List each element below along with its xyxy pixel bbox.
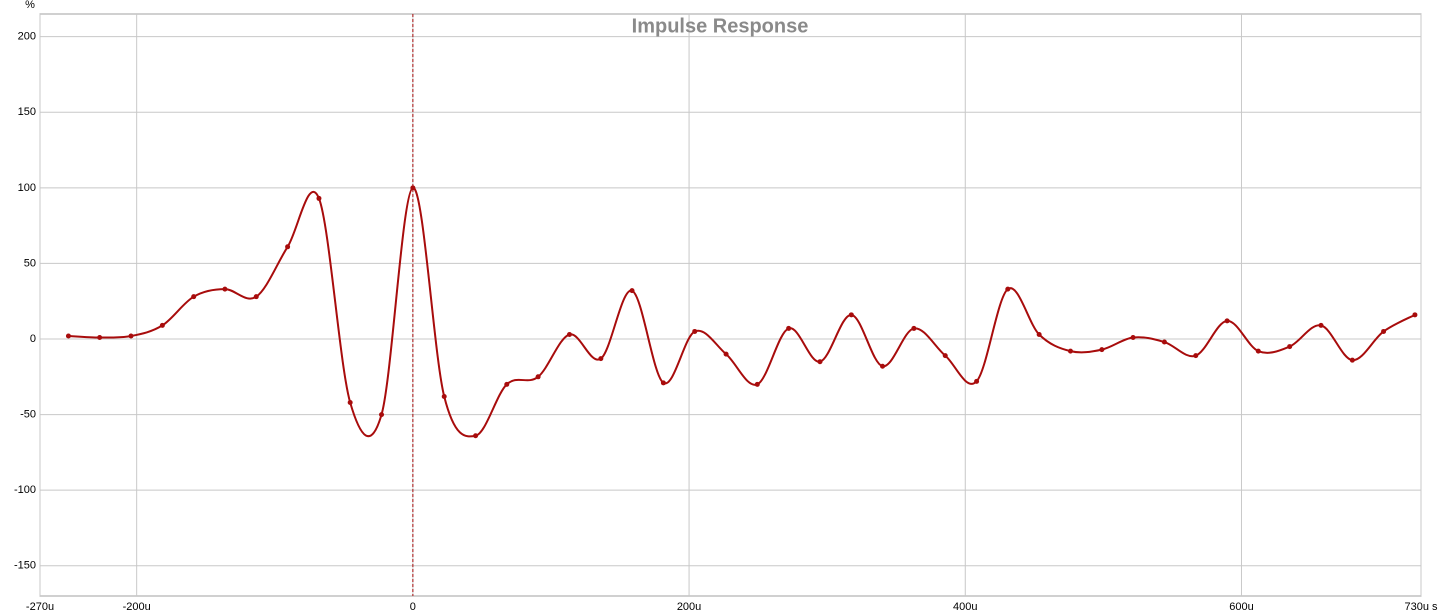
sample-point [1412,312,1418,318]
sample-point [222,286,228,292]
sample-point [1036,331,1042,337]
sample-point [347,400,353,406]
sample-point [1381,328,1387,334]
sample-point [817,359,823,365]
sample-point [379,412,385,418]
y-tick-label: -100 [14,484,36,496]
sample-point [410,185,416,191]
x-tick-label: 730u s [1404,601,1438,613]
sample-point [880,363,886,369]
sample-point [65,333,71,339]
sample-point [1318,322,1324,328]
y-tick-label: 150 [18,106,36,118]
x-tick-label: 200u [677,601,701,613]
sample-point [660,380,666,386]
sample-point [535,374,541,380]
chart-title: Impulse Response [632,15,809,37]
y-tick-label: 0 [30,333,36,345]
x-tick-label: 0 [410,601,416,613]
sample-point [159,322,165,328]
sample-point [1255,348,1261,354]
sample-point [1224,318,1230,324]
sample-point [848,312,854,318]
sample-point [629,288,635,294]
sample-point [598,356,604,362]
sample-point [1099,347,1105,353]
sample-point [1161,339,1167,345]
sample-point [1193,353,1199,359]
y-tick-label: 200 [18,31,36,43]
sample-point [1005,286,1011,292]
sample-point [942,353,948,359]
sample-point [1349,357,1355,363]
sample-point [974,378,980,384]
sample-point [441,393,447,399]
sample-point [911,325,917,331]
sample-point [191,294,197,300]
y-tick-label: 100 [18,182,36,194]
sample-point [754,381,760,387]
x-tick-label: -270u [26,601,54,613]
x-tick-label: -200u [123,601,151,613]
sample-point [97,335,103,341]
sample-point [473,433,479,439]
y-tick-label: 50 [24,257,36,269]
sample-point [723,351,729,357]
sample-point [504,381,510,387]
sample-point [316,195,322,201]
x-tick-label: 600u [1229,601,1253,613]
sample-point [285,244,291,250]
sample-point [566,331,572,337]
sample-point [1068,348,1074,354]
x-tick-label: 400u [953,601,977,613]
y-unit: % [25,0,35,11]
sample-point [1287,344,1293,350]
sample-point [253,294,259,300]
sample-point [692,328,698,334]
sample-point [1130,335,1136,341]
sample-point [786,325,792,331]
y-tick-label: -150 [14,560,36,572]
sample-point [128,333,134,339]
plot-area [39,13,1422,597]
y-tick-label: -50 [20,409,36,421]
